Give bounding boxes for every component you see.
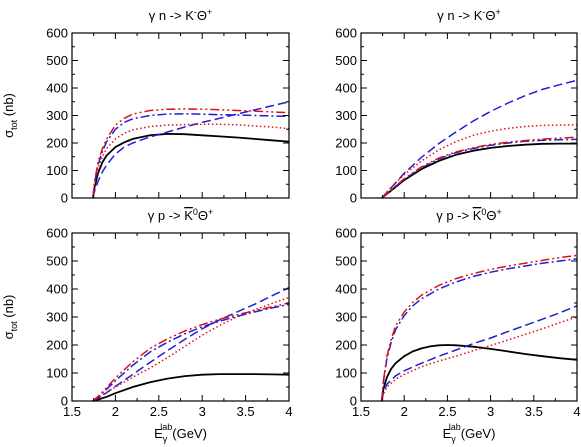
y-tick-label: 600: [46, 226, 68, 241]
y-tick-label: 200: [335, 338, 357, 353]
x-tick-label: 2: [112, 404, 119, 419]
y-tick-label: 500: [335, 53, 357, 68]
y-tick-label: 600: [46, 26, 68, 41]
panel-bottom-right: 1.5 2 2.5 3 3.5 4 0 100 200 300 400 500 600 γ p -> K0…: [335, 207, 580, 419]
series-line-dashdotdot: [92, 302, 290, 402]
y-tick-label: 500: [335, 254, 357, 269]
y-tick-label: 100: [335, 163, 357, 178]
plot-frame: [71, 232, 290, 402]
x-tick-label: 1.5: [63, 404, 81, 419]
y-axis-label: σtot (nb): [1, 93, 19, 138]
series-line-solid: [380, 344, 578, 402]
y-tick-label: 100: [46, 163, 68, 178]
panel-title: γ p -> K0Θ+: [148, 207, 214, 223]
y-tick-label: 500: [46, 254, 68, 269]
x-tick-label: 3: [487, 404, 494, 419]
series-line-dashdot: [381, 138, 578, 199]
series-line-solid: [91, 132, 290, 199]
series-line-dashed: [381, 79, 578, 199]
y-tick-label: 500: [46, 53, 68, 68]
series-line-dotted: [92, 296, 290, 402]
series-line-dashdot: [92, 113, 290, 199]
plot-frame: [360, 232, 578, 402]
y-tick-label: 300: [46, 108, 68, 123]
series-line-dotted: [381, 124, 578, 199]
x-tick-label: 4: [573, 404, 580, 419]
y-tick-label: 0: [350, 394, 357, 409]
series-line-solid: [92, 373, 290, 402]
y-tick-label: 100: [46, 366, 68, 381]
x-tick-label: 4: [285, 404, 292, 419]
y-tick-label: 300: [335, 108, 357, 123]
y-tick-label: 0: [350, 191, 357, 206]
y-axis-label: σtot (nb): [1, 295, 19, 340]
y-tick-label: 100: [335, 366, 357, 381]
y-tick-label: 600: [335, 226, 357, 241]
x-tick-label: 3: [199, 404, 206, 419]
panel-title: γ p -> K0Θ+: [436, 207, 502, 223]
series-line-dashed: [380, 305, 578, 402]
x-tick-label: 1.5: [352, 404, 370, 419]
y-tick-label: 200: [335, 136, 357, 151]
y-tick-label: 300: [46, 310, 68, 325]
y-tick-label: 0: [61, 191, 68, 206]
y-tick-label: 200: [46, 136, 68, 151]
panel-title: γ n -> K-Θ+: [149, 7, 213, 23]
y-tick-label: 200: [46, 338, 68, 353]
panel-title: γ n -> K-Θ+: [437, 7, 501, 23]
y-tick-label: 400: [335, 282, 357, 297]
x-axis-label: Eγlab(GeV): [443, 422, 496, 444]
y-tick-label: 400: [335, 81, 357, 96]
x-axis-label: Eγlab(GeV): [154, 422, 207, 444]
y-tick-label: 300: [335, 310, 357, 325]
plot-frame: [71, 32, 290, 199]
series-line-dashdotdot: [380, 254, 578, 402]
series-line-dashed: [92, 286, 290, 402]
series-line-dashed: [92, 101, 290, 199]
plot-frame: [360, 32, 578, 199]
x-tick-label: 2.5: [438, 404, 456, 419]
series-line-solid: [381, 142, 577, 199]
x-tick-label: 2: [401, 404, 408, 419]
y-tick-label: 400: [46, 282, 68, 297]
y-tick-label: 600: [335, 26, 357, 41]
panel-top-right: 0 100 200 300 400 500 600 γ n -> K-Θ+: [335, 7, 578, 206]
series-line-dashdotdot: [381, 136, 578, 199]
panel-bottom-left: 1.5 2 2.5 3 3.5 4 0 100 200 300 400 500 600 γ p -> K0…: [46, 207, 292, 419]
x-tick-label: 3.5: [525, 404, 543, 419]
series-line-dashdot: [92, 303, 290, 402]
y-tick-label: 400: [46, 81, 68, 96]
series-line-dotted: [380, 316, 578, 402]
x-tick-label: 2.5: [150, 404, 168, 419]
series-line-dashdotdot: [92, 108, 290, 199]
panel-top-left: 0 100 200 300 400 500 600 γ n -> K-Θ+: [46, 7, 290, 206]
y-tick-label: 0: [61, 394, 68, 409]
x-tick-label: 3.5: [237, 404, 255, 419]
series-line-dashdot: [380, 258, 578, 402]
